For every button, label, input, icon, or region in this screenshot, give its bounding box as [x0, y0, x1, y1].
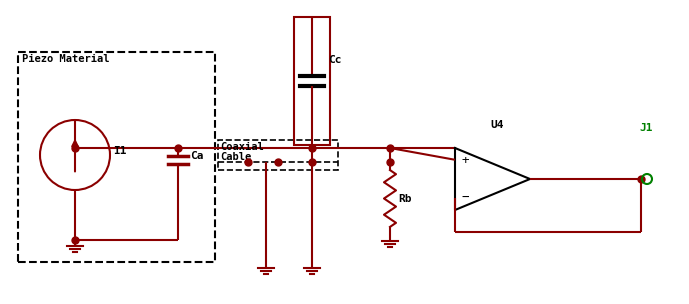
- Text: Ca: Ca: [190, 151, 203, 161]
- Text: Piezo Material: Piezo Material: [22, 54, 110, 64]
- Text: I1: I1: [113, 146, 127, 156]
- Bar: [294, 17, 330, 145]
- Text: −: −: [461, 191, 469, 204]
- Text: U4: U4: [490, 120, 504, 130]
- Text: Cc: Cc: [328, 55, 342, 65]
- Bar: [218, 140, 338, 170]
- Text: Rb: Rb: [398, 194, 411, 203]
- Text: +: +: [461, 154, 469, 167]
- Text: Coaxial: Coaxial: [220, 142, 264, 152]
- Text: J1: J1: [639, 123, 652, 133]
- Bar: [18, 52, 215, 262]
- Text: Cable: Cable: [220, 152, 251, 162]
